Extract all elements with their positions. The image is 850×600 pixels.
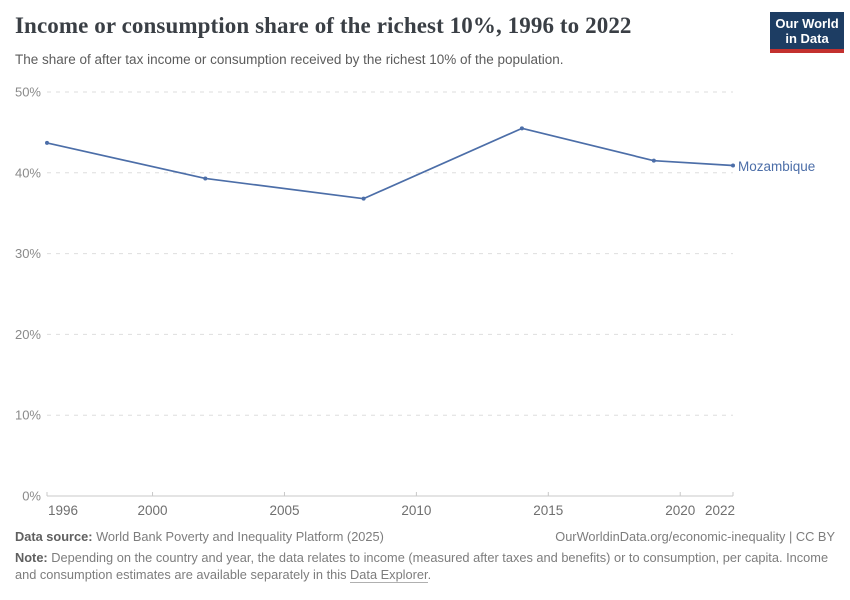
datasource: Data source: World Bank Poverty and Ineq… — [15, 529, 384, 544]
x-tick-label: 2005 — [269, 503, 299, 518]
owid-logo[interactable]: Our World in Data — [770, 12, 844, 53]
page-title: Income or consumption share of the riche… — [15, 13, 632, 38]
y-tick-label: 40% — [15, 165, 41, 180]
data-point[interactable] — [651, 158, 656, 163]
page-subtitle: The share of after tax income or consump… — [15, 52, 564, 67]
owid-logo-line1: Our World — [775, 15, 839, 31]
x-tick-label: 2015 — [533, 503, 563, 518]
rights-link[interactable]: OurWorldinData.org/economic-inequality |… — [555, 529, 835, 544]
note-label: Note: — [15, 550, 48, 565]
footer-note: Note: Depending on the country and year,… — [15, 550, 837, 583]
datasource-text: World Bank Poverty and Inequality Platfo… — [92, 529, 384, 544]
data-point[interactable] — [45, 140, 49, 145]
series-label-mozambique[interactable]: Mozambique — [738, 158, 816, 174]
footer-source-row: Data source: World Bank Poverty and Ineq… — [15, 529, 835, 544]
y-tick-label: 20% — [15, 327, 41, 342]
data-point[interactable] — [203, 176, 208, 181]
data-point[interactable] — [731, 163, 735, 168]
y-tick-label: 10% — [15, 408, 41, 423]
data-point[interactable] — [519, 126, 524, 131]
x-tick-label: 1996 — [48, 503, 78, 518]
x-tick-label: 2000 — [138, 503, 168, 518]
y-tick-label: 0% — [22, 489, 41, 504]
line-chart[interactable]: 0% 10% 20% 30% 40% 50% 1996 2000 2005 2010 2015 202… — [0, 80, 850, 525]
note-text: Depending on the country and year, the d… — [15, 550, 829, 582]
x-tick-label: 2022 — [705, 503, 735, 518]
data-explorer-link[interactable]: Data Explorer — [350, 566, 428, 583]
note-suffix: . — [427, 566, 432, 582]
data-point[interactable] — [361, 196, 366, 201]
datasource-label: Data source: — [15, 529, 93, 544]
x-tick-label: 2010 — [401, 503, 431, 518]
series-line[interactable] — [46, 127, 734, 200]
owid-logo-line2: in Data — [785, 30, 829, 46]
y-tick-label: 50% — [15, 85, 41, 100]
x-tick-label: 2020 — [665, 503, 695, 518]
y-tick-label: 30% — [15, 246, 41, 261]
